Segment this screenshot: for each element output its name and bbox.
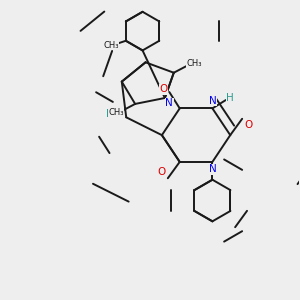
Text: CH₃: CH₃ [108,108,124,117]
Text: N: N [208,96,216,106]
Text: CH₃: CH₃ [103,41,119,50]
Text: O: O [159,84,167,94]
Text: O: O [244,120,253,130]
Text: H: H [106,109,114,119]
Text: N: N [208,164,216,174]
Text: H: H [226,93,234,103]
Text: O: O [157,167,165,177]
Text: CH₃: CH₃ [187,59,202,68]
Text: N: N [165,98,173,108]
